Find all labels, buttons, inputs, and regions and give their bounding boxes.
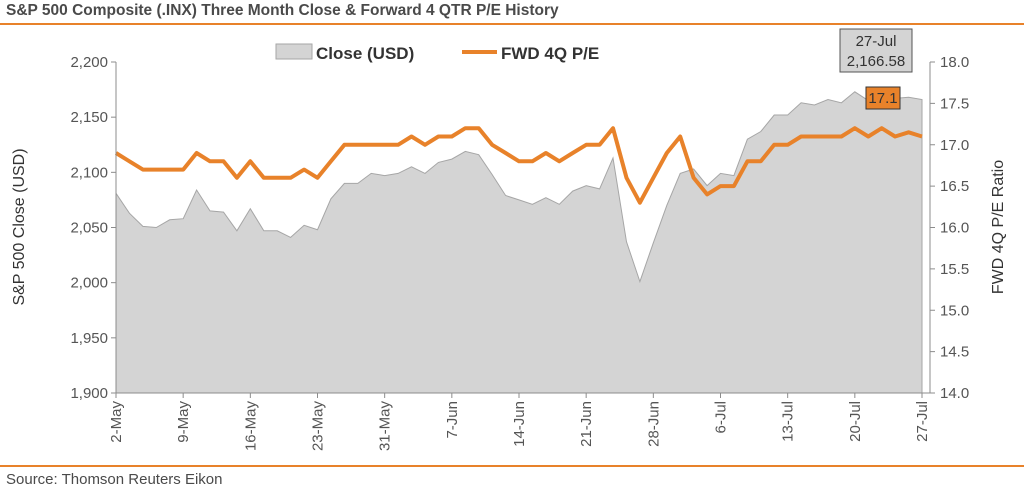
y2-tick-label: 15.0 <box>940 302 969 319</box>
x-tick-label: 14-Jun <box>511 401 528 447</box>
footer-divider <box>0 465 1024 467</box>
legend-pe-label: FWD 4Q P/E <box>501 44 599 63</box>
y2-tick-label: 16.5 <box>940 178 969 195</box>
y-tick-label: 2,100 <box>70 164 108 181</box>
close-area-series <box>115 91 923 394</box>
y-tick-label: 2,000 <box>70 275 108 292</box>
x-tick-label: 31-May <box>377 401 394 452</box>
x-tick-label: 23-May <box>310 401 327 452</box>
y2-tick-label: 15.5 <box>940 261 969 278</box>
y2-tick-label: 14.0 <box>940 385 969 402</box>
close-annotation-box <box>839 28 913 73</box>
x-tick-label: 13-Jul <box>780 401 797 442</box>
chart-title: S&P 500 Composite (.INX) Three Month Clo… <box>6 2 559 19</box>
x-tick-label: 27-Jul <box>914 401 931 442</box>
legend-close-swatch <box>275 43 313 60</box>
pe-annotation-box <box>865 86 901 110</box>
close-annotation-date: 27-Jul <box>856 33 897 50</box>
x-tick-label: 9-May <box>175 401 192 443</box>
y2-tick-label: 17.0 <box>940 137 969 154</box>
y-tick-label: 1,950 <box>70 330 108 347</box>
legend-close-label: Close (USD) <box>316 44 414 63</box>
x-tick-label: 6-Jul <box>713 401 730 434</box>
right-axis-ticks: 14.0 14.5 15.0 15.5 16.0 16.5 17.0 17.5 18.0 <box>930 54 969 402</box>
x-tick-label: 21-Jun <box>578 401 595 447</box>
pe-annotation-value: 17.1 <box>868 90 897 107</box>
close-annotation: 27-Jul 2,166.58 <box>839 28 913 73</box>
y2-tick-label: 16.0 <box>940 220 969 237</box>
left-axis-ticks: 1,900 1,950 2,000 2,050 2,100 2,150 2,200 <box>70 54 116 402</box>
y-tick-label: 2,150 <box>70 109 108 126</box>
pe-line-series <box>114 126 923 205</box>
x-tick-label: 20-Jul <box>847 401 864 442</box>
x-tick-label: 16-May <box>242 401 259 452</box>
y-tick-label: 2,050 <box>70 220 108 237</box>
x-tick-label: 28-Jun <box>645 401 662 447</box>
title-divider <box>0 23 1024 25</box>
y2-tick-label: 18.0 <box>940 54 969 71</box>
y-tick-label: 1,900 <box>70 385 108 402</box>
legend: Close (USD) FWD 4Q P/E <box>275 43 599 63</box>
axes <box>115 62 931 394</box>
x-tick-label: 7-Jun <box>444 401 461 439</box>
y2-tick-label: 14.5 <box>940 344 969 361</box>
x-tick-label: 2-May <box>108 401 125 443</box>
pe-annotation: 17.1 <box>865 86 901 110</box>
y2-axis-label: FWD 4Q P/E Ratio <box>990 160 1007 294</box>
x-axis-ticks: 2-May 9-May 16-May 23-May 31-May 7-Jun 14-Jun 2… <box>108 393 931 451</box>
close-annotation-value: 2,166.58 <box>847 53 905 70</box>
y-tick-label: 2,200 <box>70 54 108 71</box>
y-axis-label: S&P 500 Close (USD) <box>11 148 28 305</box>
y2-tick-label: 17.5 <box>940 95 969 112</box>
source-note: Source: Thomson Reuters Eikon <box>6 471 223 488</box>
